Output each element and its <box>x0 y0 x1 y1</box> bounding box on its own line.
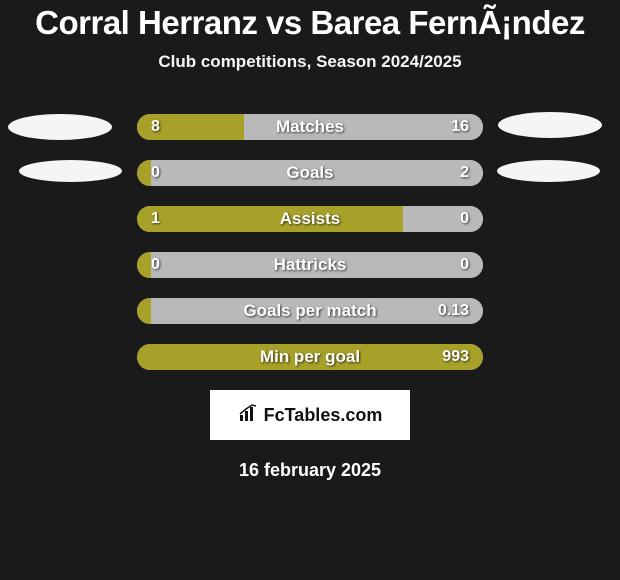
stat-value-right: 2 <box>460 160 469 186</box>
stat-value-right: 993 <box>442 344 469 370</box>
page-subtitle: Club competitions, Season 2024/2025 <box>0 52 620 72</box>
stat-label: Matches <box>137 114 483 140</box>
stat-label: Min per goal <box>137 344 483 370</box>
stat-value-right: 0 <box>460 206 469 232</box>
stat-value-right: 0 <box>460 252 469 278</box>
stat-bar: 1Assists0 <box>137 206 483 232</box>
stat-label: Goals per match <box>137 298 483 324</box>
bar-chart-icon <box>238 403 258 428</box>
footer-date: 16 february 2025 <box>0 460 620 481</box>
player-right-oval <box>498 112 602 138</box>
stat-bar: 8Matches16 <box>137 114 483 140</box>
stat-bar: 0Goals2 <box>137 160 483 186</box>
player-right-oval <box>497 160 600 182</box>
player-left-oval <box>8 114 112 140</box>
stat-bar: Goals per match0.13 <box>137 298 483 324</box>
page-title: Corral Herranz vs Barea FernÃ¡ndez <box>0 0 620 42</box>
stats-container: 8Matches160Goals21Assists00Hattricks0Goa… <box>0 114 620 370</box>
stat-row: 0Goals2 <box>0 160 620 186</box>
stat-bar: Min per goal993 <box>137 344 483 370</box>
stat-bar: 0Hattricks0 <box>137 252 483 278</box>
stat-row: Min per goal993 <box>0 344 620 370</box>
logo-block: FcTables.com <box>210 390 410 440</box>
stat-label: Hattricks <box>137 252 483 278</box>
stat-value-right: 16 <box>451 114 469 140</box>
stat-row: 8Matches16 <box>0 114 620 140</box>
stat-row: 1Assists0 <box>0 206 620 232</box>
stat-label: Assists <box>137 206 483 232</box>
stat-row: 0Hattricks0 <box>0 252 620 278</box>
stat-label: Goals <box>137 160 483 186</box>
player-left-oval <box>19 160 122 182</box>
logo-text: FcTables.com <box>264 405 383 426</box>
stat-row: Goals per match0.13 <box>0 298 620 324</box>
stat-value-right: 0.13 <box>438 298 469 324</box>
